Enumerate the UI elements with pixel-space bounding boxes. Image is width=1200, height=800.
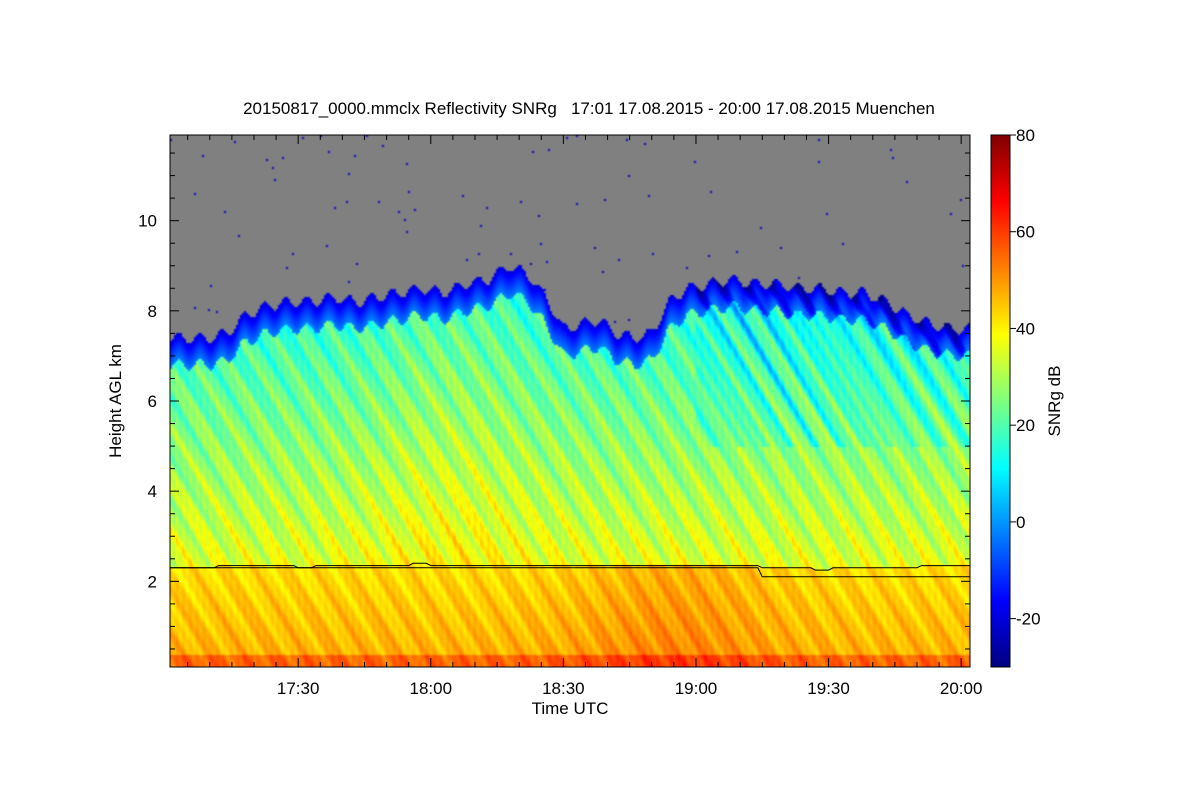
y-tick-label: 4 [148, 482, 157, 501]
x-tick-label: 20:00 [940, 679, 983, 698]
colorbar-tick-label: 60 [1016, 223, 1035, 242]
x-axis: 17:30 18:00 18:30 19:00 19:30 20:00 [187, 135, 983, 698]
y-tick-label: 10 [138, 212, 157, 231]
x-tick-label: 18:00 [410, 679, 453, 698]
colorbar-scale [990, 134, 1011, 668]
plot-area [170, 135, 970, 667]
colorbar-label: SNRg dB [1045, 366, 1064, 437]
boundary-line-lower [170, 567, 970, 578]
x-tick-label: 19:30 [807, 679, 850, 698]
y-tick-label: 8 [148, 302, 157, 321]
colorbar-tick-label: 80 [1016, 126, 1035, 145]
x-tick-label: 17:30 [277, 679, 320, 698]
x-tick-label: 18:30 [542, 679, 585, 698]
y-tick-label: 6 [148, 392, 157, 411]
x-axis-label: Time UTC [532, 699, 609, 718]
colorbar: -20 0 20 40 60 80 [990, 126, 1041, 668]
colorbar-tick-label: 40 [1016, 319, 1035, 338]
colorbar-tick-label: 0 [1016, 513, 1025, 532]
colorbar-tick-label: -20 [1016, 610, 1041, 629]
colorbar-tick-label: 20 [1016, 416, 1035, 435]
y-axis-label: Height AGL km [106, 344, 125, 458]
x-tick-label: 19:00 [675, 679, 718, 698]
y-axis: 2 4 6 8 10 [138, 152, 970, 650]
boundary-line-upper [170, 562, 970, 571]
y-tick-label: 2 [148, 572, 157, 591]
reflectivity-heatmap [170, 135, 970, 667]
chart-title: 20150817_0000.mmclx Reflectivity SNRg 17… [243, 99, 935, 118]
